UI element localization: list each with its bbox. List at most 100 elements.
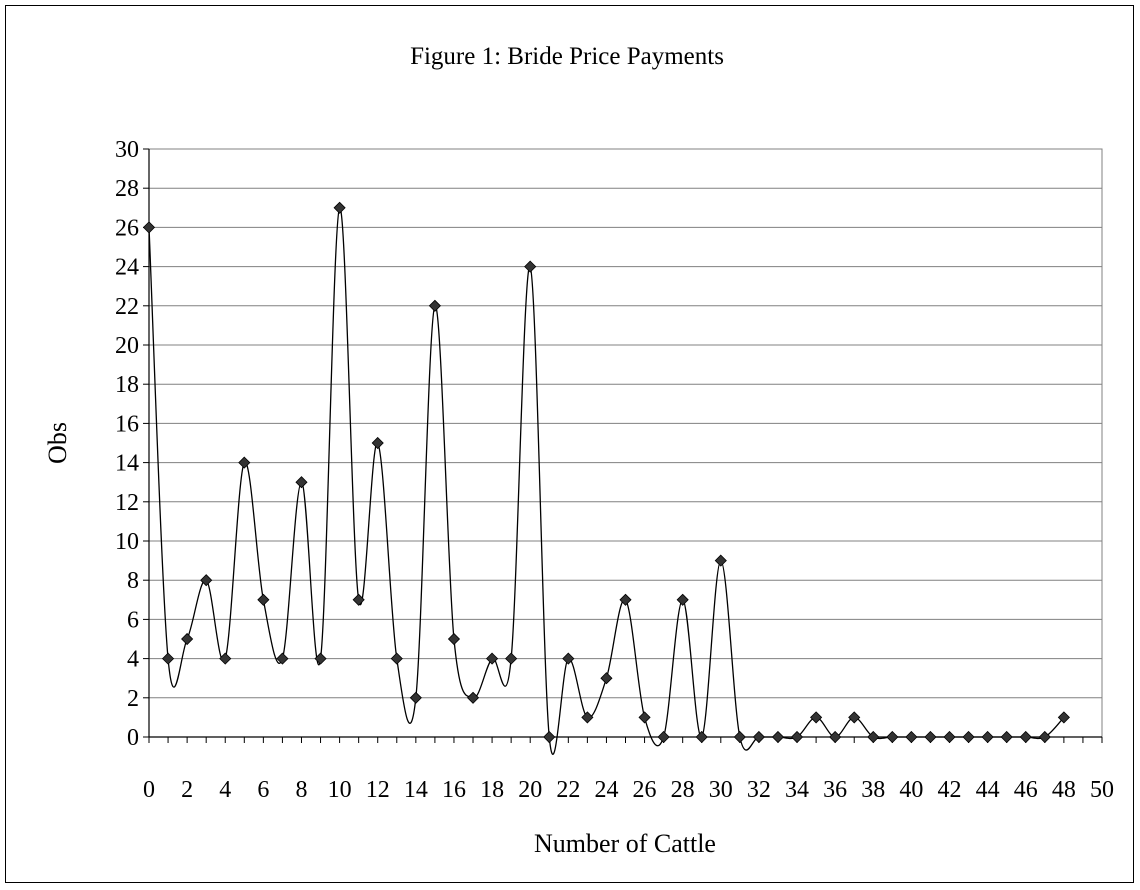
data-point xyxy=(886,730,899,744)
data-point xyxy=(962,730,975,744)
x-tick-label: 10 xyxy=(328,777,352,803)
plot-area xyxy=(148,148,1103,738)
data-point xyxy=(219,652,232,665)
data-point xyxy=(1057,711,1070,724)
data-point xyxy=(829,730,842,744)
y-tick-label: 30 xyxy=(115,137,139,163)
series-layer xyxy=(142,201,1070,755)
x-tick-label: 20 xyxy=(518,777,542,803)
x-tick-label: 30 xyxy=(709,777,733,803)
data-point xyxy=(943,730,956,744)
y-tick-label: 18 xyxy=(115,372,139,398)
data-point xyxy=(924,730,937,744)
data-point xyxy=(619,593,632,606)
data-point xyxy=(447,632,461,646)
y-tick-label: 14 xyxy=(115,451,139,477)
data-point xyxy=(676,593,689,606)
data-point xyxy=(657,730,670,744)
data-point xyxy=(524,260,537,273)
x-axis-label: Number of Cattle xyxy=(534,829,716,858)
x-tick-label: 32 xyxy=(747,777,771,803)
data-point xyxy=(238,456,251,469)
data-point xyxy=(161,652,175,665)
y-axis-label: Obs xyxy=(43,422,72,464)
data-point xyxy=(466,691,480,704)
y-tick-label: 2 xyxy=(127,686,139,712)
data-point xyxy=(600,672,613,685)
data-point xyxy=(276,652,289,665)
y-tick-label: 22 xyxy=(115,294,139,320)
data-point xyxy=(867,730,880,744)
data-point xyxy=(314,652,327,665)
x-tick-label: 26 xyxy=(633,777,657,803)
x-tick-label: 6 xyxy=(257,777,269,803)
data-point xyxy=(1038,730,1051,744)
x-tick-label: 12 xyxy=(366,777,390,803)
y-tick-label: 28 xyxy=(115,176,139,202)
data-point xyxy=(752,730,765,744)
x-tick-label: 2 xyxy=(181,777,193,803)
data-point xyxy=(581,711,594,724)
x-tick-label: 18 xyxy=(480,777,504,803)
x-tick-label: 48 xyxy=(1052,777,1076,803)
data-point xyxy=(390,652,403,665)
data-point xyxy=(257,593,270,606)
x-tick-label: 16 xyxy=(442,777,466,803)
x-tick-label: 34 xyxy=(785,777,809,803)
data-point xyxy=(562,652,575,665)
y-tick-label: 10 xyxy=(115,529,139,555)
data-point xyxy=(695,730,708,744)
y-tick-label: 4 xyxy=(127,647,139,673)
data-point xyxy=(409,691,422,704)
y-tick-label: 24 xyxy=(115,255,139,281)
y-tick-label: 6 xyxy=(127,607,139,633)
gridlines xyxy=(149,148,1102,699)
data-point xyxy=(371,436,384,450)
data-point xyxy=(981,730,994,744)
data-point xyxy=(295,476,308,489)
data-point xyxy=(200,574,213,587)
data-point xyxy=(848,711,861,724)
x-tick-label: 46 xyxy=(1014,777,1038,803)
data-point xyxy=(333,201,346,214)
data-point xyxy=(428,299,441,312)
x-tick-label: 42 xyxy=(938,777,962,803)
x-tick-label: 24 xyxy=(594,777,618,803)
chart-title: Figure 1: Bride Price Payments xyxy=(410,43,724,70)
data-point xyxy=(771,730,785,744)
data-point xyxy=(810,711,823,724)
data-point xyxy=(486,652,499,665)
x-tick-label: 22 xyxy=(556,777,580,803)
y-tick-label: 26 xyxy=(115,215,139,241)
x-tick-label: 40 xyxy=(899,777,923,803)
data-point xyxy=(638,711,651,724)
y-tick-label: 20 xyxy=(115,333,139,359)
x-tick-label: 4 xyxy=(219,777,231,803)
data-point xyxy=(181,632,194,646)
x-tick-label: 28 xyxy=(671,777,695,803)
data-point xyxy=(1000,730,1013,744)
data-point xyxy=(142,221,156,234)
x-tick-label: 14 xyxy=(404,777,428,803)
data-point xyxy=(714,554,727,567)
data-point xyxy=(733,730,746,744)
x-tick-label: 8 xyxy=(295,777,307,803)
data-point xyxy=(543,730,556,744)
y-tick-label: 0 xyxy=(127,725,139,751)
axes xyxy=(148,148,1103,738)
data-point xyxy=(505,652,518,665)
data-point xyxy=(790,730,804,744)
x-tick-label: 44 xyxy=(976,777,1000,803)
x-tick-label: 38 xyxy=(861,777,885,803)
x-tick-label: 50 xyxy=(1090,777,1114,803)
x-tick-label: 0 xyxy=(143,777,155,803)
y-tick-label: 12 xyxy=(115,490,139,516)
data-point xyxy=(1019,730,1032,744)
data-point xyxy=(905,730,918,744)
x-tick-label: 36 xyxy=(823,777,847,803)
data-point xyxy=(352,593,365,606)
x-ticks: 0 2 4 6 8 10 12 14 16 18 20 22 24 26 28 30 32 34 36 38 40 42 4… xyxy=(143,737,1114,803)
y-tick-label: 16 xyxy=(115,411,139,437)
